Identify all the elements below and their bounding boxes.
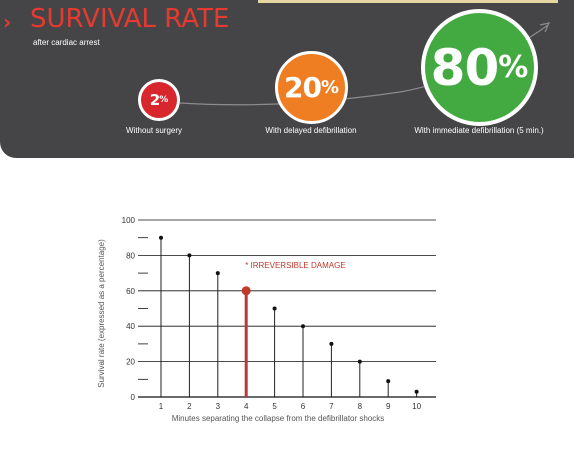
badge-label: With delayed defibrillation bbox=[265, 126, 357, 135]
y-axis-label: Survival rate (expressed as a percentage… bbox=[97, 239, 106, 388]
y-tick-label: 60 bbox=[126, 287, 135, 296]
x-axis-label: Minutes separating the collapse from the… bbox=[172, 414, 385, 423]
x-tick-label: 1 bbox=[159, 402, 164, 411]
data-point bbox=[272, 306, 277, 311]
y-tick-label: 20 bbox=[126, 358, 135, 367]
top-accent-line bbox=[258, 0, 558, 3]
badge-unit: % bbox=[320, 77, 339, 98]
y-tick-label: 40 bbox=[126, 322, 135, 331]
badge-immediate-defibrillation: 80% bbox=[421, 9, 538, 126]
page-subtitle: after cardiac arrest bbox=[33, 38, 100, 47]
badge-unit: % bbox=[159, 95, 169, 105]
data-point bbox=[357, 359, 362, 364]
x-tick-label: 4 bbox=[244, 402, 249, 411]
x-tick-label: 2 bbox=[187, 402, 192, 411]
data-point bbox=[386, 379, 391, 384]
x-tick-label: 3 bbox=[216, 402, 221, 411]
y-tick-label: 0 bbox=[131, 393, 136, 402]
data-point bbox=[301, 324, 305, 329]
data-point bbox=[215, 271, 220, 276]
x-tick-label: 5 bbox=[272, 402, 277, 411]
badge-unit: % bbox=[498, 50, 529, 85]
arrow-head-icon bbox=[539, 22, 551, 33]
data-stems bbox=[160, 237, 418, 397]
annotation-label: * IRREVERSIBLE DAMAGE bbox=[245, 261, 345, 270]
data-point bbox=[187, 253, 192, 258]
badge-value: 80 bbox=[430, 38, 500, 97]
page-title: SURVIVAL RATE bbox=[30, 4, 230, 34]
y-tick-label: 80 bbox=[126, 251, 135, 260]
data-points bbox=[159, 235, 419, 394]
x-tick-label: 8 bbox=[358, 402, 363, 411]
badge-value: 20 bbox=[283, 71, 322, 104]
x-tick-label: 7 bbox=[329, 402, 334, 411]
data-point bbox=[159, 235, 163, 240]
badge-delayed-defibrillation: 20% bbox=[275, 51, 348, 124]
data-point bbox=[414, 389, 419, 394]
badge-label: Without surgery bbox=[125, 126, 183, 135]
x-tick-label: 10 bbox=[412, 402, 421, 411]
x-tick-label: 9 bbox=[386, 402, 391, 411]
badge-label: With immediate defibrillation (5 min.) bbox=[414, 126, 544, 135]
badge-value: 2 bbox=[149, 91, 160, 109]
badge-without-surgery: 2% bbox=[138, 79, 180, 121]
y-axis-ticks: 0 20 40 60 80 100 bbox=[122, 216, 136, 402]
x-axis-ticks: 1 2 3 4 5 6 7 8 9 10 bbox=[159, 402, 422, 411]
grid-lines bbox=[138, 219, 436, 398]
chevron-right-icon: › bbox=[3, 10, 12, 34]
header-panel: › SURVIVAL RATE after cardiac arrest 2% … bbox=[0, 0, 574, 158]
y-tick-label: 100 bbox=[122, 216, 136, 225]
data-point bbox=[241, 286, 251, 296]
data-point bbox=[329, 341, 334, 346]
x-tick-label: 6 bbox=[301, 402, 306, 411]
